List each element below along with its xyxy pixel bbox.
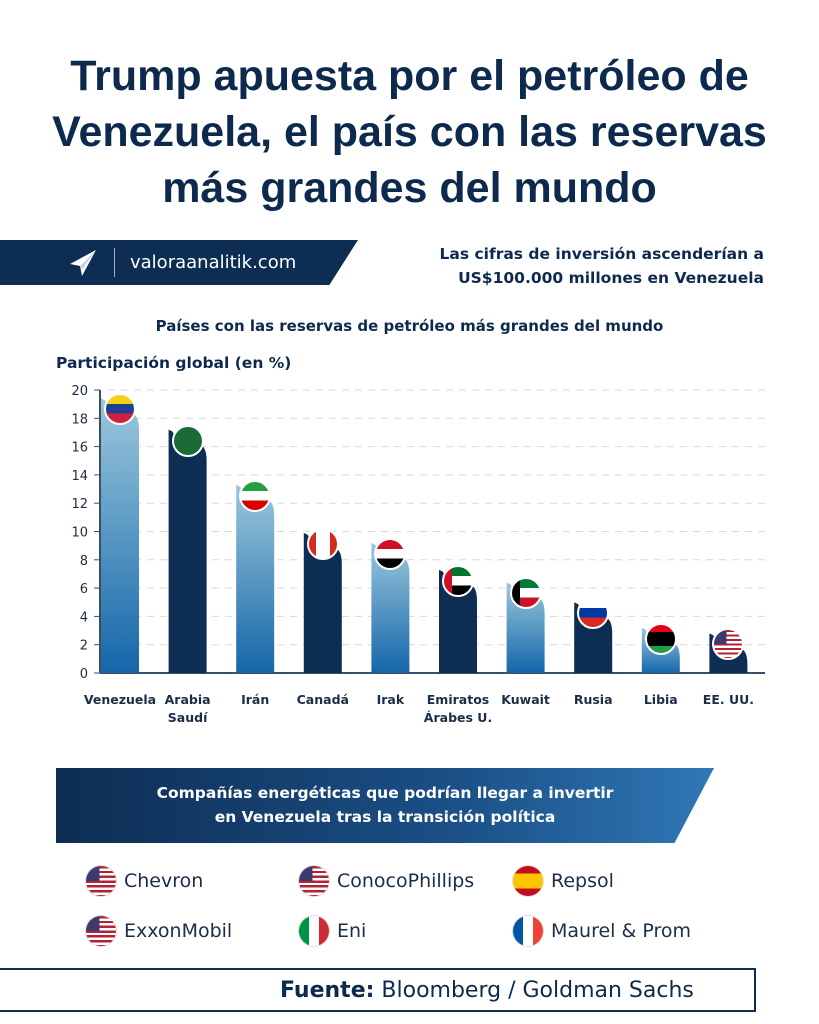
title-line: más grandes del mundo [162,164,657,212]
bar-canad- [303,532,342,673]
venezuela-flag-icon [104,393,136,426]
bar-irak [371,542,410,673]
usa-flag-icon [299,866,329,896]
france-flag-icon [513,916,543,946]
divider [114,248,115,277]
x-tick-label: Rusia [574,692,613,707]
canada-flag-icon [306,527,339,560]
footer-box [0,968,756,1012]
company-name: ConocoPhillips [337,870,475,892]
companies-banner-line: en Venezuela tras la transición política [214,808,556,826]
page-title: Trump apuesta por el petróleo de Venezue… [0,48,819,216]
companies-banner: Compañías energéticas que podrían llegar… [56,768,714,843]
y-tick-label: 10 [71,526,88,541]
y-tick-label: 2 [80,639,88,654]
iran-flag-icon [239,479,272,512]
brand-banner: valoraanalitik.com [0,240,358,285]
kuwait-flag-icon [509,577,542,610]
saudi-arabia-flag-icon [171,424,204,457]
company-item: ExxonMobil [86,916,232,946]
company-name: Maurel & Prom [551,920,691,942]
investment-note-line: Las cifras de inversión ascenderían a [439,245,765,263]
uae-flag-icon [442,564,474,597]
usa-flag-icon [712,628,745,661]
company-item: Repsol [513,866,614,896]
title-line: Venezuela, el país con las reservas [52,108,767,156]
company-item: Maurel & Prom [513,916,691,946]
company-name: Eni [337,920,367,942]
company-name: Repsol [551,870,614,892]
y-tick-label: 12 [71,497,88,512]
source-text: Bloomberg / Goldman Sachs [374,978,694,1003]
y-tick-label: 18 [71,412,88,427]
company-item: Eni [299,916,366,946]
iraq-flag-icon [374,537,407,570]
y-tick-label: 0 [80,667,88,682]
libya-flag-icon [644,622,677,655]
bar-chart: 0 2 4 6 8 10 12 14 16 18 20 Venezuela Arabia Saudí Irá… [71,384,765,725]
y-tick-label: 6 [80,582,88,597]
y-tick-label: 4 [80,610,88,625]
y-tick-label: 14 [71,469,88,484]
x-tick-label: Emiratos [427,692,489,707]
bar-emiratos-rabes-u- [439,569,477,673]
y-tick-label: 16 [71,441,88,456]
site-name[interactable]: valoraanalitik.com [130,252,297,273]
italy-flag-icon [299,916,329,946]
x-tick-label: Libia [644,692,678,707]
x-tick-label: Venezuela [84,692,156,707]
spain-flag-icon [513,866,543,896]
y-tick-label: 20 [71,384,88,399]
x-tick-label: Irak [377,692,405,707]
company-name: ExxonMobil [124,920,233,942]
investment-note-line: US$100.000 millones en Venezuela [458,269,764,287]
y-tick-label: 8 [80,554,88,569]
x-tick-label: Canadá [297,692,349,707]
title-line: Trump apuesta por el petróleo de [70,52,749,100]
x-tick-label: Kuwait [501,692,550,707]
bar-ir-n [236,484,275,673]
source-note: Fuente: Bloomberg / Goldman Sachs [280,978,694,1003]
valora-logo-icon [70,250,96,276]
x-tick-label: EE. UU. [703,692,754,707]
y-axis-label: Participación global (en %) [56,354,292,372]
company-name: Chevron [124,870,204,892]
investment-note: Las cifras de inversión ascenderían a US… [440,242,765,290]
companies-banner-line: Compañías energéticas que podrían llegar… [156,784,614,802]
company-item: Chevron [86,866,203,896]
usa-flag-icon [86,866,116,896]
russia-flag-icon [577,597,610,630]
source-label: Fuente: [280,978,375,1003]
company-item: ConocoPhillips [299,866,474,896]
x-tick-label: Árabes U. [424,710,492,725]
bar-arabia-saud- [168,429,207,673]
bar-venezuela [101,398,139,673]
x-tick-label: Irán [241,692,269,707]
x-tick-label: Saudí [168,710,208,725]
usa-flag-icon [86,916,116,946]
chart-title: Países con las reservas de petróleo más … [155,317,664,335]
x-tick-label: Arabia [165,692,211,707]
